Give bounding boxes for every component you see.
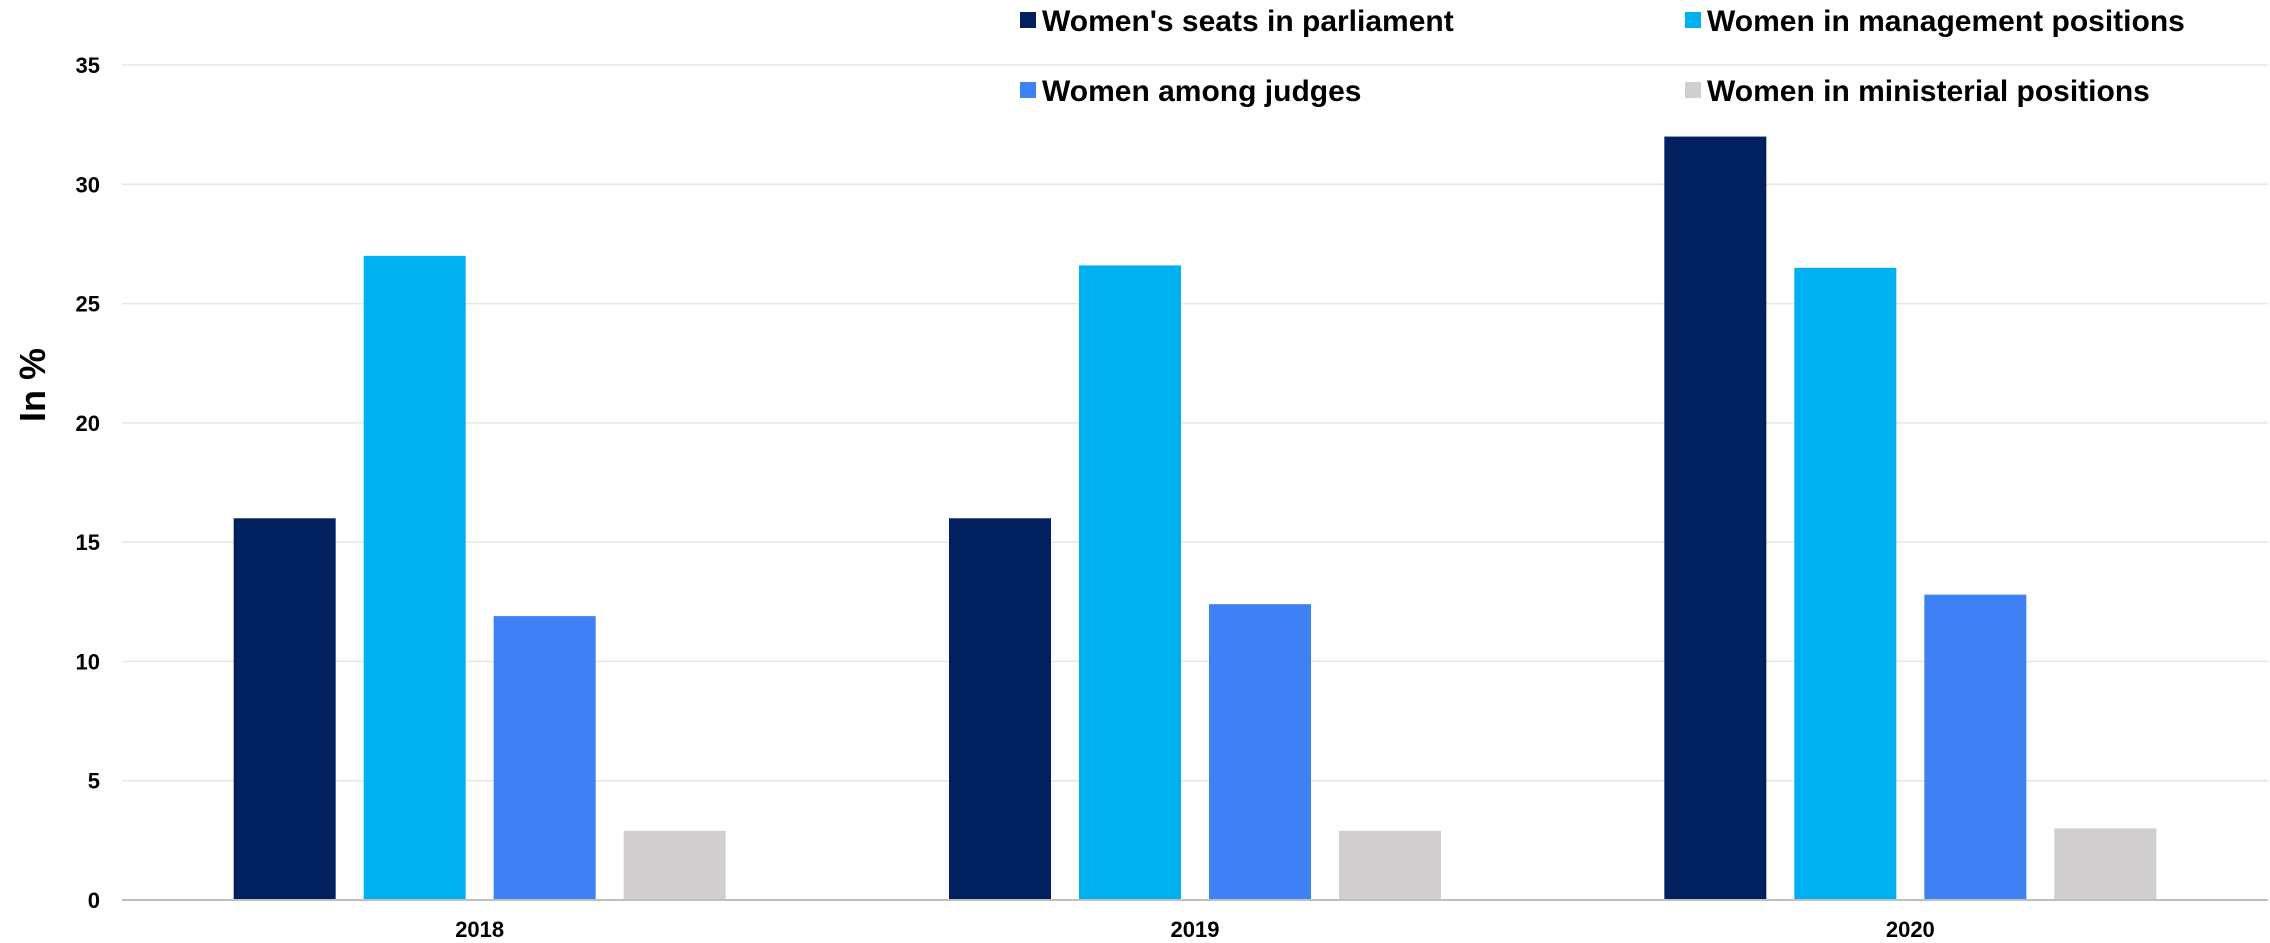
bar-2019-series-3 (1209, 604, 1311, 900)
bar-2020-series-1 (1664, 136, 1767, 901)
y-tick-label: 20 (76, 411, 100, 436)
x-tick-label: 2020 (1886, 917, 1935, 942)
y-tick-label: 0 (88, 888, 100, 913)
legend-label: Women in management positions (1707, 5, 2185, 38)
legend-swatch (1685, 82, 1701, 98)
bar-2018-series-1 (233, 518, 336, 900)
y-tick-label: 5 (88, 769, 100, 794)
x-tick-label: 2019 (1171, 917, 1220, 942)
y-tick-labels: 0 5 10 15 20 25 30 35 (76, 53, 100, 913)
bar-2019-series-2 (1079, 265, 1181, 900)
bar-2018-series-4 (623, 830, 726, 900)
bar-2020-series-3 (1924, 594, 2027, 900)
x-tick-labels: 2018 2019 2020 (455, 917, 1935, 942)
legend-label: Women among judges (1042, 75, 1361, 108)
y-tick-label: 10 (76, 649, 100, 674)
x-tick-label: 2018 (455, 917, 504, 942)
bar-2018-series-3 (493, 616, 596, 900)
legend-label: Women's seats in parliament (1042, 5, 1454, 38)
y-tick-label: 15 (76, 530, 100, 555)
legend-swatch (1020, 12, 1036, 28)
y-tick-label: 25 (76, 292, 100, 317)
y-tick-label: 35 (76, 53, 100, 78)
y-axis-title: In % (12, 348, 53, 422)
legend-swatch (1685, 12, 1701, 28)
bar-2019-series-1 (949, 518, 1051, 900)
bar-2020-series-4 (2054, 828, 2157, 900)
bars (233, 136, 2157, 901)
gridlines (122, 64, 2268, 782)
legend: Women's seats in parliament Women in mana… (1020, 5, 2185, 108)
bar-2020-series-2 (1794, 267, 1897, 900)
bar-2018-series-2 (363, 255, 466, 900)
legend-label: Women in ministerial positions (1707, 75, 2150, 108)
legend-swatch (1020, 82, 1036, 98)
y-tick-label: 30 (76, 172, 100, 197)
bar-2019-series-4 (1339, 830, 1441, 900)
